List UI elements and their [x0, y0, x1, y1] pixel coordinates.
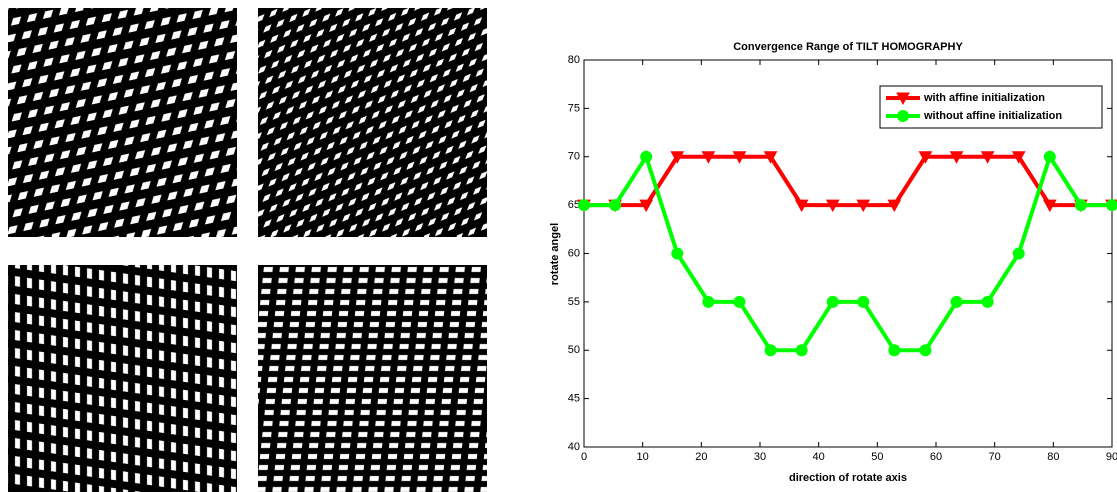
marker: [887, 199, 902, 213]
marker: [1012, 247, 1025, 260]
marker: [1043, 150, 1056, 163]
x-tick-label: 90: [1106, 451, 1117, 463]
x-tick-label: 10: [637, 451, 649, 463]
marker: [888, 344, 901, 357]
x-tick-label: 20: [695, 451, 707, 463]
x-tick-label: 40: [813, 451, 825, 463]
chart-title: Convergence Range of TILT HOMOGRAPHY: [733, 41, 963, 53]
y-tick-label: 55: [568, 296, 580, 308]
x-tick-label: 80: [1047, 451, 1059, 463]
marker: [857, 295, 870, 308]
series-line: [584, 154, 1112, 353]
marker: [671, 247, 684, 260]
marker: [763, 151, 778, 164]
marker: [1011, 151, 1026, 164]
marker: [764, 344, 777, 357]
marker: [919, 344, 932, 357]
marker: [825, 199, 840, 213]
x-tick-label: 50: [871, 451, 883, 463]
image-panel: [8, 8, 237, 237]
marker: [733, 295, 746, 308]
y-tick-label: 65: [568, 199, 580, 211]
marker: [1042, 199, 1057, 213]
legend-marker: [896, 92, 910, 106]
y-tick-label: 80: [568, 54, 580, 66]
marker: [609, 199, 622, 212]
series-line: [584, 154, 1112, 208]
marker: [670, 151, 685, 164]
legend-box: [879, 85, 1103, 129]
y-tick-label: 40: [568, 441, 580, 453]
marker: [701, 151, 716, 164]
marker: [981, 295, 994, 308]
x-axis-label: direction of rotate axis: [789, 472, 907, 484]
marker: [702, 295, 715, 308]
marker: [826, 295, 839, 308]
x-tick-label: 0: [581, 451, 587, 463]
x-tick-label: 60: [930, 451, 942, 463]
image-panel: [258, 265, 487, 492]
marker: [918, 151, 933, 164]
legend-label: without affine initialization: [923, 110, 1062, 122]
legend-label: with affine initialization: [923, 92, 1045, 104]
marker: [732, 151, 747, 164]
marker: [794, 199, 809, 213]
marker: [980, 151, 995, 164]
marker: [640, 150, 653, 163]
y-tick-label: 75: [568, 102, 580, 114]
y-tick-label: 45: [568, 393, 580, 405]
marker: [1074, 199, 1087, 212]
marker: [795, 344, 808, 357]
y-tick-label: 70: [568, 151, 580, 163]
y-tick-label: 60: [568, 247, 580, 259]
image-panel: [8, 265, 237, 492]
marker: [639, 199, 654, 213]
marker: [950, 295, 963, 308]
legend-marker: [897, 110, 909, 122]
marker: [1106, 199, 1117, 212]
marker: [856, 199, 871, 213]
x-tick-label: 30: [754, 451, 766, 463]
y-axis-label: rotate angel: [549, 223, 561, 285]
marker: [578, 199, 590, 212]
line-chart: Convergence Range of TILT HOMOGRAPHY dir…: [549, 41, 1117, 484]
y-tick-label: 50: [568, 344, 580, 356]
marker: [949, 151, 964, 164]
x-tick-label: 70: [989, 451, 1001, 463]
image-panel: [258, 8, 487, 237]
